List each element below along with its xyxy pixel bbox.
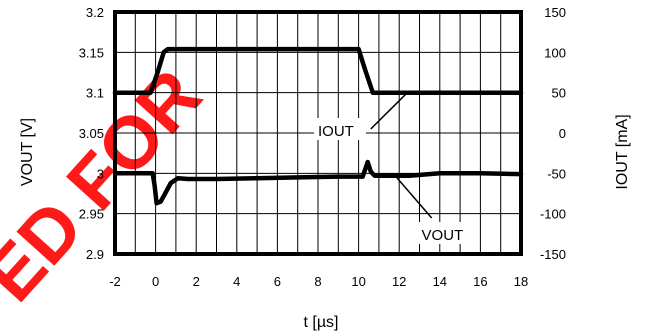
x-tick-label: 4 (233, 274, 240, 289)
y-right-axis-title: IOUT [mA] (614, 114, 631, 189)
x-tick-label: 6 (274, 274, 281, 289)
y-left-axis-label: VOUT [V] (19, 118, 36, 186)
y-right-tick-label: -50 (547, 166, 566, 181)
annotation-leader-vout (394, 175, 433, 219)
annotation-label-iout: IOUT (318, 123, 354, 140)
y-right-tick-label: -150 (540, 247, 566, 262)
x-tick-label: 10 (351, 274, 365, 289)
y-right-axis-label: IOUT [mA] (614, 114, 631, 189)
y-left-tick-label: 3.2 (86, 5, 104, 20)
x-tick-label: 2 (193, 274, 200, 289)
x-axis-label: t [µs] (304, 314, 339, 331)
x-tick-label: 16 (473, 274, 487, 289)
tick-labels: -2 0 2 4 6 8 10 12 14 16 18 2.9 2.95 3 3.05 3.1 3.15 3.2 -… (79, 5, 566, 289)
x-tick-label: 18 (514, 274, 528, 289)
y-left-tick-label: 3.1 (86, 86, 104, 101)
y-right-tick-label: 50 (552, 86, 566, 101)
y-left-tick-label: 2.95 (79, 207, 104, 222)
y-left-tick-label: 3.05 (79, 126, 104, 141)
y-right-tick-label: 0 (559, 126, 566, 141)
annotation-leader-iout (370, 92, 408, 130)
plot-frame (113, 10, 523, 256)
annotation-label-vout: VOUT (422, 227, 464, 244)
y-left-tick-label: 3 (97, 166, 104, 181)
annotation-bg-iout (314, 118, 366, 140)
x-axis-title: t [µs] (304, 314, 339, 331)
x-tick-label: 8 (314, 274, 321, 289)
series-line-vout (112, 159, 524, 206)
y-right-tick-label: 150 (544, 5, 566, 20)
y-left-axis-title: VOUT [V] (19, 118, 36, 186)
y-right-tick-label: -100 (540, 207, 566, 222)
x-tick-label: 14 (433, 274, 447, 289)
series-line-iout (112, 46, 524, 95)
series-layer (112, 46, 524, 206)
x-tick-label: -2 (109, 274, 121, 289)
y-left-tick-label: 3.15 (79, 45, 104, 60)
x-tick-label: 0 (152, 274, 159, 289)
annotations: IOUT VOUT (314, 92, 472, 244)
x-tick-label: 12 (392, 274, 406, 289)
y-left-tick-label: 2.9 (86, 247, 104, 262)
y-right-tick-label: 100 (544, 45, 566, 60)
annotation-bg-vout (417, 222, 472, 244)
